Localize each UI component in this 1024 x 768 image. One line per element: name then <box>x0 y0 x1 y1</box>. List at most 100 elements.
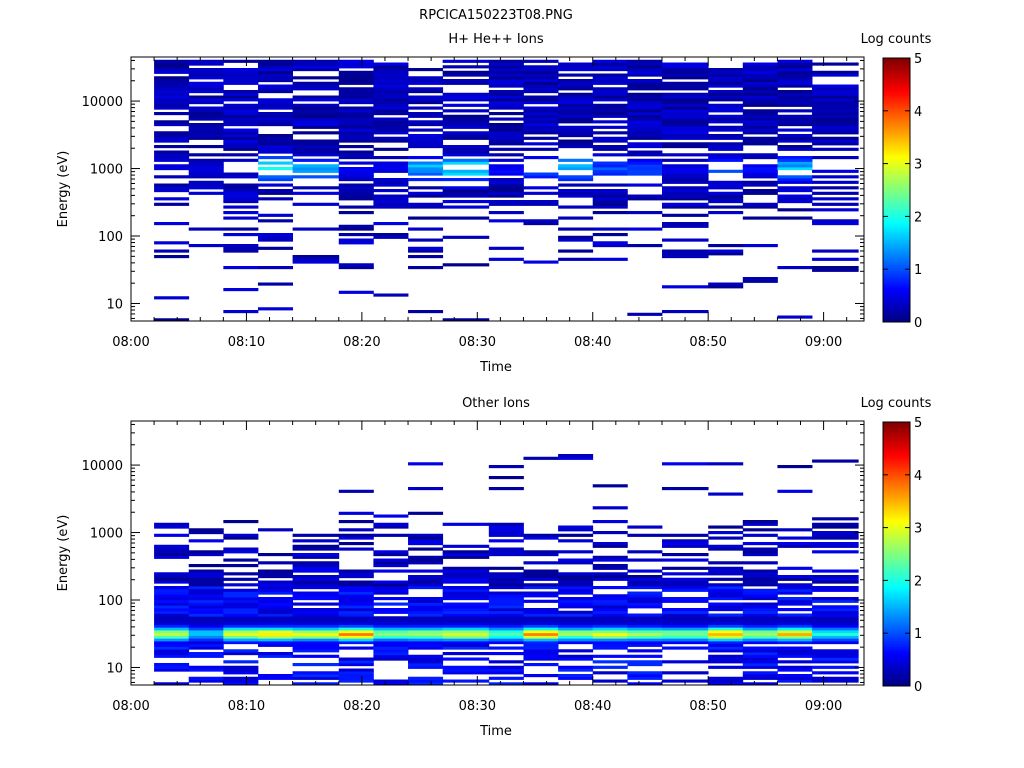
heatmap-cell <box>154 255 190 259</box>
heatmap-cell <box>661 70 709 74</box>
heatmap-cell <box>188 90 224 94</box>
heatmap-cell <box>257 120 294 124</box>
heatmap-cell <box>188 580 224 584</box>
colorbar-tick-label: 1 <box>914 627 922 642</box>
heatmap-cell <box>442 186 490 190</box>
heatmap-cell <box>523 95 559 99</box>
heatmap-cell <box>442 81 490 85</box>
colorbar-swatch <box>883 615 910 619</box>
heatmap-cell <box>742 109 778 113</box>
heatmap-cell <box>257 150 294 154</box>
heatmap-cell <box>488 630 524 634</box>
heatmap-cell <box>488 553 524 557</box>
heatmap-cell <box>408 139 444 143</box>
heatmap-cell <box>373 70 409 74</box>
heatmap-cell <box>777 575 813 579</box>
heatmap-cell <box>373 87 409 91</box>
colorbar-swatch <box>883 198 910 201</box>
heatmap-cell <box>257 114 294 118</box>
heatmap-cell <box>408 76 444 80</box>
heatmap-cell <box>338 109 374 113</box>
heatmap-cell <box>661 632 709 636</box>
heatmap-cell <box>408 542 444 546</box>
heatmap-cell <box>558 158 594 162</box>
heatmap-cell <box>742 602 778 606</box>
colorbar-swatch <box>883 430 910 433</box>
heatmap-cell <box>188 191 224 195</box>
x-tick-label: 08:00 <box>112 335 149 350</box>
heatmap-cell <box>488 180 524 184</box>
heatmap-cell <box>408 161 444 165</box>
colorbar-swatch <box>883 655 910 658</box>
heatmap-cell <box>708 68 744 72</box>
heatmap-cell <box>812 605 859 609</box>
colorbar-swatch <box>883 181 910 185</box>
colorbar-swatch <box>883 679 910 683</box>
heatmap-cell <box>488 169 524 173</box>
heatmap-cell <box>408 186 444 190</box>
heatmap-cell <box>488 668 524 672</box>
heatmap-cell <box>708 194 744 198</box>
heatmap-cell <box>442 630 490 634</box>
colorbar-swatch <box>883 518 910 522</box>
heatmap-cell <box>408 605 444 609</box>
heatmap-cell <box>708 252 744 256</box>
heatmap-cell <box>154 92 190 96</box>
heatmap-cell <box>558 183 594 187</box>
heatmap-cell <box>523 536 559 540</box>
heatmap-cell <box>442 191 490 195</box>
heatmap-cell <box>558 249 594 253</box>
heatmap-cell <box>592 520 628 524</box>
colorbar-swatch <box>883 183 910 187</box>
heatmap-cell <box>442 643 490 647</box>
heatmap-cell <box>627 81 663 85</box>
colorbar-swatch <box>883 256 910 259</box>
heatmap-cell <box>223 142 259 146</box>
colorbar-swatch <box>883 88 910 92</box>
colorbar-swatch <box>883 681 910 685</box>
heatmap-cell <box>742 205 778 209</box>
heatmap-cell <box>408 682 444 686</box>
colorbar-swatch <box>883 233 910 236</box>
heatmap-cell <box>558 65 594 69</box>
heatmap-cell <box>523 106 559 110</box>
colorbar-swatch <box>883 311 910 315</box>
colorbar-swatch <box>883 235 910 238</box>
heatmap-cell <box>661 588 709 592</box>
heatmap-cell <box>292 164 340 168</box>
heatmap-cell <box>558 619 594 623</box>
heatmap-cell <box>627 244 663 248</box>
heatmap-cell <box>742 191 778 195</box>
heatmap-cell <box>442 569 490 573</box>
heatmap-cell <box>661 613 709 617</box>
heatmap-cell <box>292 594 340 598</box>
heatmap-cell <box>408 169 444 173</box>
heatmap-cell <box>188 528 224 532</box>
heatmap-cell <box>338 70 374 74</box>
heatmap-cell <box>338 183 374 187</box>
heatmap-cell <box>708 244 744 248</box>
heatmap-cell <box>661 566 709 570</box>
heatmap-cell <box>223 59 259 63</box>
heatmap-cell <box>661 544 709 548</box>
heatmap-cell <box>373 112 409 116</box>
colorbar-swatch <box>883 124 910 127</box>
heatmap-cell <box>708 588 744 592</box>
heatmap-cell <box>223 613 259 617</box>
colorbar-swatch <box>883 617 910 621</box>
heatmap-cell <box>188 84 224 88</box>
heatmap-cell <box>154 668 190 672</box>
heatmap-cell <box>558 98 594 102</box>
heatmap-cell <box>338 263 374 267</box>
heatmap-cell <box>154 624 190 628</box>
heatmap-cell <box>661 167 709 171</box>
heatmap-cell <box>442 95 490 99</box>
heatmap-cell <box>627 65 663 69</box>
heatmap-cell <box>257 638 294 642</box>
heatmap-cell <box>742 101 778 105</box>
heatmap-cell <box>558 550 594 554</box>
heatmap-cell <box>488 62 524 66</box>
heatmap-cell <box>708 635 744 639</box>
heatmap-cell <box>373 180 409 184</box>
